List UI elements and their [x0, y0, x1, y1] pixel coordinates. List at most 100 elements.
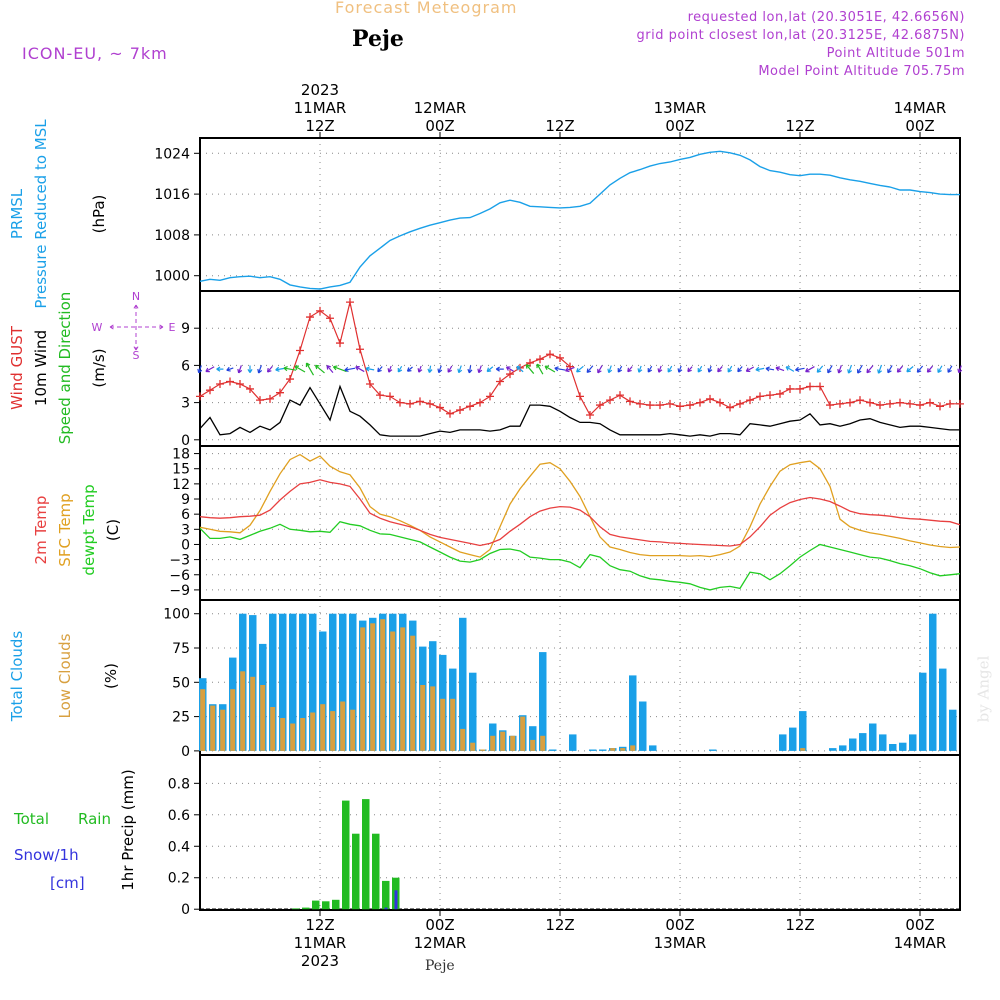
clouds-unit-label: (%) — [102, 663, 120, 689]
total-cloud-bar — [709, 749, 717, 751]
wind-direction-arrow — [896, 365, 904, 373]
wind-direction-arrow — [516, 365, 524, 373]
wind-direction-arrow — [216, 366, 224, 372]
gust-marker — [306, 313, 314, 322]
temp-2m-label: 2m Temp — [32, 496, 50, 565]
rain-bar — [352, 833, 360, 910]
gust-marker — [666, 399, 674, 408]
sfc-temp-line — [199, 453, 961, 558]
pressure-line — [199, 150, 960, 290]
low-cloud-bar — [200, 689, 206, 751]
total-cloud-bar — [269, 613, 277, 751]
total-cloud-bar — [869, 723, 877, 751]
low-cloud-bar — [360, 627, 366, 751]
wind-direction-arrow — [697, 365, 703, 373]
top-axis-label: 12Z — [545, 117, 574, 135]
wind-direction-arrow — [544, 365, 556, 373]
total-cloud-bar — [899, 742, 907, 751]
low-cloud-bar — [420, 685, 426, 751]
gust-marker — [906, 399, 914, 408]
low-cloud-bar — [500, 731, 506, 751]
top-axis-label: 00Z — [665, 117, 694, 135]
gust-marker — [506, 370, 514, 379]
gust-marker — [326, 314, 334, 323]
wind-direction-arrow — [805, 366, 815, 373]
gust-marker — [606, 396, 614, 405]
gust-marker — [216, 380, 224, 388]
low-cloud-bar — [400, 627, 406, 751]
pressure-label-2: Pressure Reduced to MSL — [32, 119, 50, 309]
total-cloud-bar — [569, 734, 577, 751]
total-cloud-bar — [459, 617, 467, 751]
top-axis-label: 12Z — [305, 117, 334, 135]
gust-marker — [256, 396, 264, 405]
y-tick-label: 1008 — [154, 228, 190, 244]
grid-point-coords: grid point closest lon,lat (20.3125E, 42… — [636, 28, 965, 43]
gust-marker — [496, 377, 504, 386]
low-cloud-bar — [390, 631, 396, 751]
gust-marker — [466, 402, 474, 411]
wind-direction-arrow — [344, 366, 356, 373]
y-tick-label: 6 — [181, 507, 190, 523]
low-cloud-bar — [610, 748, 616, 751]
wind-direction-arrow — [637, 365, 643, 373]
pressure-unit-label: (hPa) — [90, 195, 108, 234]
total-cloud-bar — [919, 672, 927, 751]
gust-marker — [406, 399, 414, 408]
low-cloud-bar — [210, 705, 216, 751]
wind-direction-arrow — [957, 365, 963, 374]
gust-marker — [856, 396, 864, 405]
wind-direction-arrow — [887, 365, 893, 374]
bottom-axis-label: 12Z — [545, 916, 574, 934]
gust-marker — [536, 355, 544, 364]
top-axis-label: 12Z — [785, 117, 814, 135]
compass-west: W — [92, 321, 103, 334]
total-cloud-bar — [789, 727, 797, 751]
gust-marker — [816, 382, 824, 391]
y-tick-label: 1024 — [154, 146, 190, 162]
low-cloud-bar — [440, 698, 446, 751]
gust-marker — [456, 406, 464, 415]
wind-direction-arrow — [745, 366, 755, 372]
wind-direction-arrow — [737, 366, 743, 373]
temp-2m-line — [199, 479, 961, 547]
temp-unit-label: (C) — [104, 519, 122, 541]
gust-marker — [786, 384, 794, 393]
gust-marker — [476, 398, 484, 407]
bottom-axis-label: 00Z — [665, 916, 694, 934]
total-cloud-bar — [829, 748, 837, 751]
low-cloud-bar — [270, 707, 276, 751]
wind-direction-arrow — [305, 362, 315, 376]
wind-direction-arrow — [266, 365, 273, 373]
gust-marker — [376, 391, 384, 400]
wind-direction-arrow — [377, 366, 383, 373]
low-cloud-bar — [410, 635, 416, 751]
location-title: Peje — [352, 26, 404, 52]
rain-bar — [302, 907, 310, 910]
wind-direction-arrow — [486, 366, 494, 373]
point-altitude: Point Altitude 501m — [826, 46, 965, 61]
bottom-axis-label: 14MAR — [894, 934, 947, 952]
low-cloud-bar — [330, 711, 336, 751]
bottom-axis-label: 11MAR — [294, 934, 347, 952]
panel-pressure: 1000 1008 1016 1024 — [154, 137, 961, 292]
gust-marker — [546, 350, 554, 359]
bottom-axis-label: 2023 — [301, 952, 339, 970]
total-cloud-bar — [319, 631, 327, 751]
low-cloud-bar — [480, 749, 486, 751]
total-cloud-bar — [849, 738, 857, 751]
y-tick-label: 0.2 — [168, 871, 190, 887]
wind-direction-arrow — [437, 365, 443, 374]
wind-direction-arrow — [427, 365, 433, 373]
y-tick-label: −3 — [169, 553, 190, 569]
total-cloud-bar — [639, 701, 647, 751]
model-label: ICON-EU, ~ 7km — [22, 44, 168, 63]
total-cloud-bar — [279, 613, 287, 751]
gust-marker — [866, 398, 874, 407]
wind-direction-arrow — [617, 365, 623, 373]
wind-direction-arrow — [477, 365, 483, 374]
y-tick-label: 0 — [181, 744, 190, 760]
low-cloud-bar — [310, 712, 316, 751]
